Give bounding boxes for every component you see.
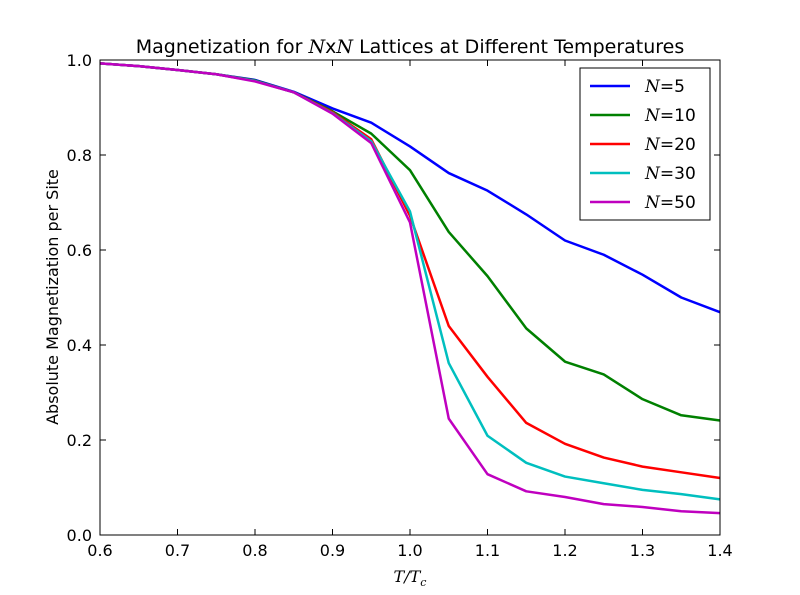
legend-label-number: 5 xyxy=(674,77,685,97)
legend-label-symbol: N xyxy=(644,193,661,213)
legend-label-symbol: N xyxy=(644,164,661,184)
chart-title-suffix: Lattices at Different Temperatures xyxy=(353,36,684,58)
x-axis-ticks: 0.6 0.7 0.8 0.9 1.0 1.1 1.2 1.3 1.4 xyxy=(87,60,733,560)
legend-label-number: 20 xyxy=(674,135,696,155)
y-axis-label: Absolute Magnetization per Site xyxy=(43,169,62,425)
chart-title-prefix: Magnetization for xyxy=(136,36,309,58)
y-axis-ticks: 0.0 0.2 0.4 0.6 0.8 1.0 xyxy=(67,51,720,545)
legend-label-n20: N=20 xyxy=(644,135,696,155)
y-tick-label: 0.2 xyxy=(67,431,92,450)
legend-label-equals: = xyxy=(660,77,674,97)
series-layer xyxy=(99,62,721,515)
x-axis-label-t: T xyxy=(394,567,406,586)
x-tick-label: 1.1 xyxy=(475,541,500,560)
x-tick-label: 0.7 xyxy=(165,541,190,560)
y-tick-label: 1.0 xyxy=(67,51,92,70)
x-tick-label: 1.3 xyxy=(630,541,655,560)
legend-label-symbol: N xyxy=(644,135,661,155)
x-tick-label: 1.4 xyxy=(707,541,732,560)
x-axis-label: T/Tc xyxy=(394,567,427,589)
y-tick-label: 0.4 xyxy=(67,336,92,355)
x-axis-label-slash: / xyxy=(402,567,411,586)
legend-label-number: 30 xyxy=(674,164,696,184)
chart-title: Magnetization for NxN Lattices at Differ… xyxy=(136,36,685,58)
legend-label-equals: = xyxy=(660,106,674,126)
legend-label-equals: = xyxy=(660,135,674,155)
chart-title-mid: x xyxy=(325,36,336,58)
x-axis-label-sub-c: c xyxy=(420,576,426,589)
chart-title-math-n2: N xyxy=(335,36,354,58)
chart-title-math-n1: N xyxy=(308,36,327,58)
legend-label-number: 10 xyxy=(674,106,696,126)
legend-label-n5: N=5 xyxy=(644,77,685,97)
x-tick-label: 0.6 xyxy=(87,541,112,560)
x-tick-label: 1.2 xyxy=(552,541,577,560)
y-tick-label: 0.6 xyxy=(67,241,92,260)
legend-label-n10: N=10 xyxy=(644,106,696,126)
legend: N=5N=10N=20N=30N=50 xyxy=(579,67,711,221)
legend-label-equals: = xyxy=(660,193,674,213)
legend-label-n30: N=30 xyxy=(644,164,696,184)
series-line-n50 xyxy=(99,62,721,515)
x-tick-label: 0.9 xyxy=(320,541,345,560)
x-tick-label: 0.8 xyxy=(242,541,267,560)
legend-label-number: 50 xyxy=(674,193,696,213)
legend-label-symbol: N xyxy=(644,77,661,97)
x-axis-label-tc: T xyxy=(410,567,422,586)
y-tick-label: 0.0 xyxy=(67,526,92,545)
y-tick-label: 0.8 xyxy=(67,146,92,165)
x-tick-label: 1.0 xyxy=(397,541,422,560)
legend-label-n50: N=50 xyxy=(644,193,696,213)
legend-label-equals: = xyxy=(660,164,674,184)
legend-label-symbol: N xyxy=(644,106,661,126)
